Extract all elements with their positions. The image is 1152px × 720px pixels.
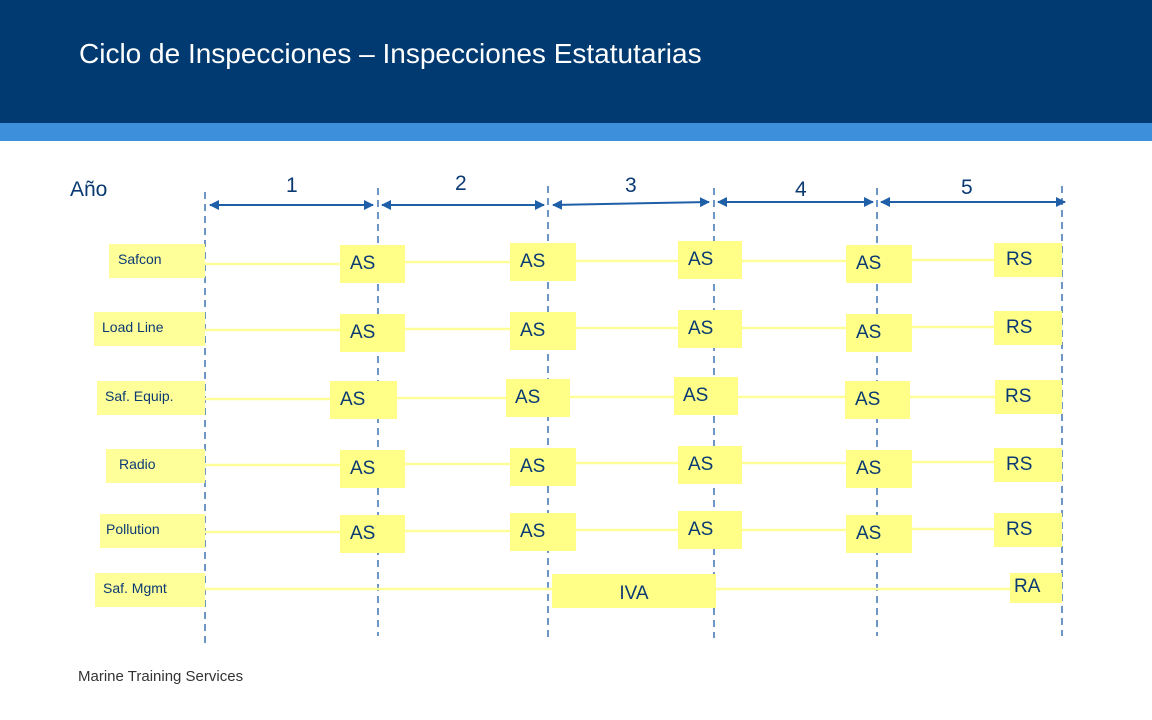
year-label-1: 1	[286, 174, 298, 197]
inspection-box: AS	[330, 381, 397, 419]
inspection-box: RS	[994, 243, 1062, 277]
row-label-radio: Radio	[106, 449, 205, 483]
row-label-saf-mgmt: Saf. Mgmt	[95, 573, 205, 607]
footer-text: Marine Training Services	[78, 668, 244, 685]
inspection-box: RS	[995, 380, 1062, 414]
inspection-box: AS	[846, 450, 912, 488]
year-axis-label: Año	[70, 178, 108, 201]
inspection-box: RS	[994, 448, 1062, 482]
year-arrow-3	[552, 197, 710, 210]
inspection-box: RS	[994, 311, 1062, 345]
inspection-box: AS	[678, 241, 742, 279]
year-label-3: 3	[625, 174, 637, 197]
year-label-2: 2	[455, 172, 467, 195]
inspection-box: AS	[510, 312, 576, 350]
inspection-box: RS	[994, 513, 1062, 547]
header-stripe	[0, 123, 1152, 141]
inspection-box-iva: IVA	[552, 574, 716, 608]
row-label-saf-equip: Saf. Equip.	[97, 381, 205, 415]
year-arrows	[209, 197, 1066, 210]
inspection-box: AS	[846, 245, 912, 283]
inspection-box: AS	[846, 314, 912, 352]
inspection-box-ra: RA	[1010, 573, 1062, 603]
inspection-box: AS	[678, 446, 742, 484]
inspection-box: AS	[674, 377, 738, 415]
inspection-box: AS	[510, 448, 576, 486]
page-title: Ciclo de Inspecciones – Inspecciones Est…	[79, 38, 702, 69]
inspection-box: AS	[678, 310, 742, 348]
year-label-4: 4	[795, 178, 807, 201]
row-label-safcon: Safcon	[109, 244, 205, 278]
inspection-box: AS	[340, 314, 405, 352]
header-band	[0, 0, 1152, 123]
inspection-box: AS	[678, 511, 742, 549]
inspection-box: AS	[845, 381, 910, 419]
inspection-box: AS	[340, 450, 405, 488]
inspection-box: AS	[846, 515, 912, 553]
row-label-pollution: Pollution	[100, 514, 205, 548]
inspection-box: AS	[510, 243, 576, 281]
row-label-load-line: Load Line	[94, 312, 205, 346]
row-connectors	[205, 258, 1010, 591]
inspection-box: AS	[506, 379, 570, 417]
inspection-box: AS	[340, 515, 405, 553]
year-label-5: 5	[961, 176, 973, 199]
inspection-box: AS	[510, 513, 576, 551]
inspection-box: AS	[340, 245, 405, 283]
